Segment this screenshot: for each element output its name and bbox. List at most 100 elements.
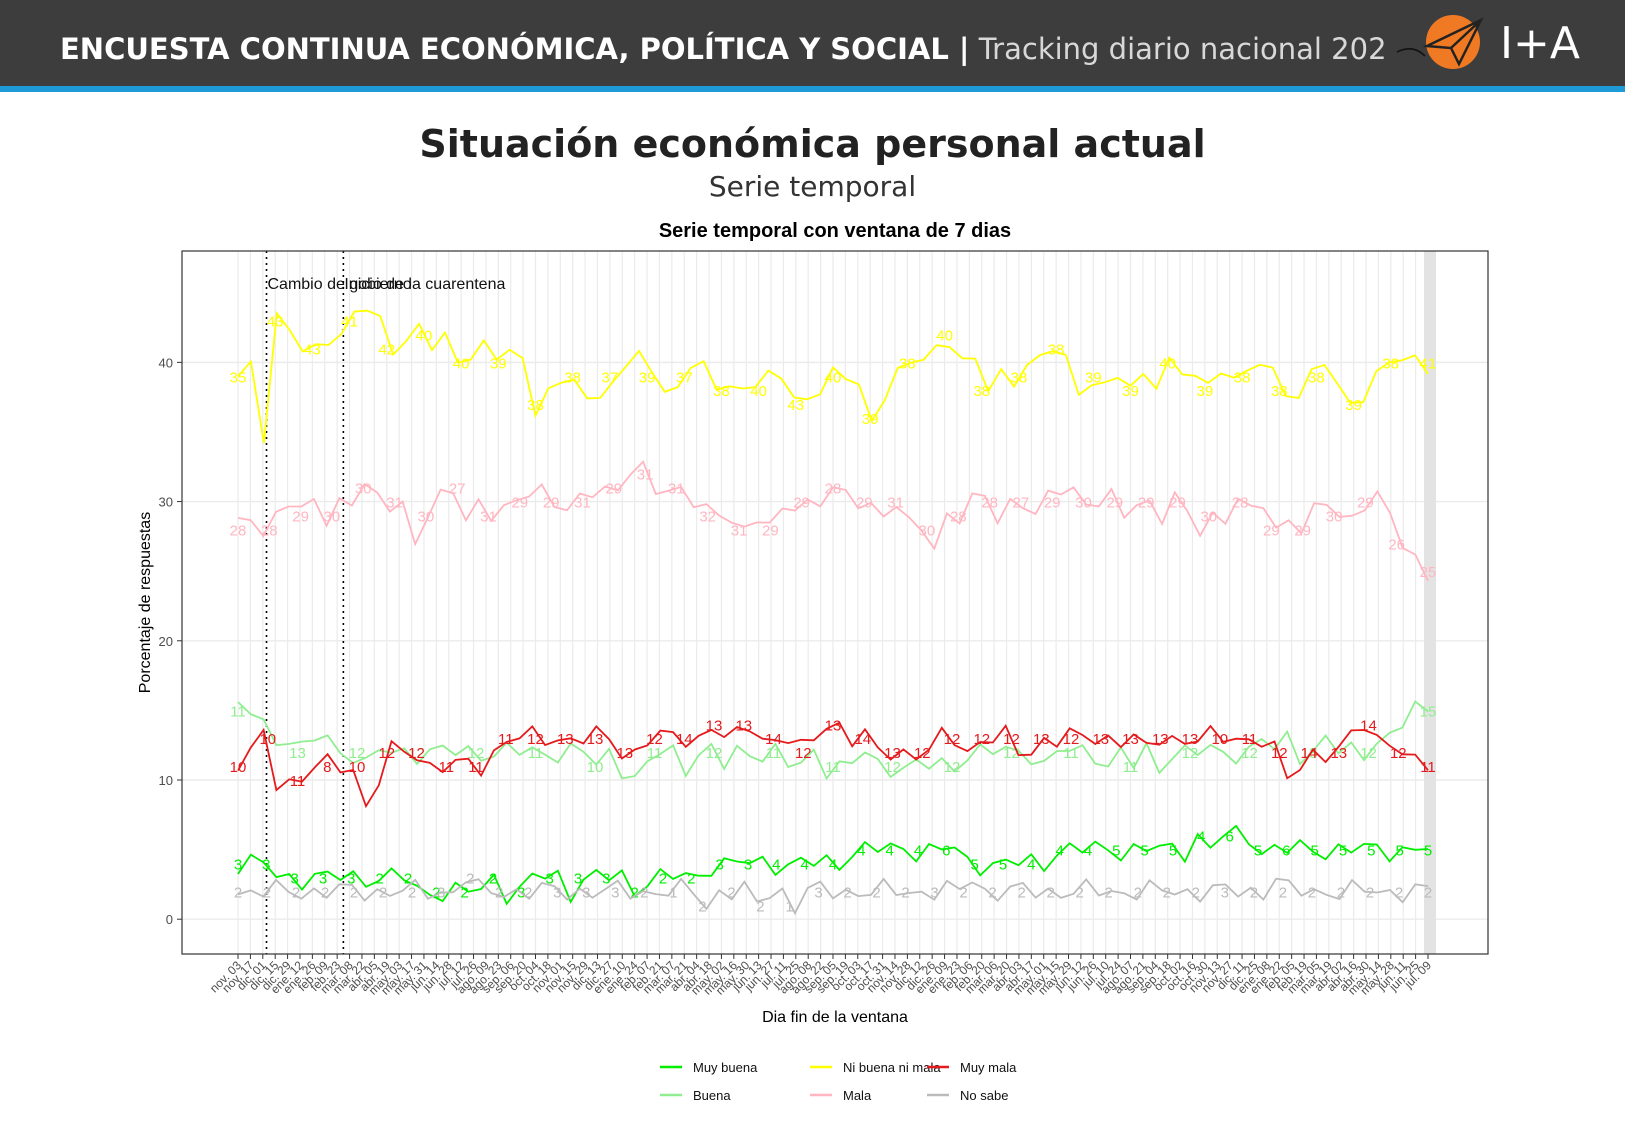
data-label: 37 [602,369,619,386]
data-label: 38 [1271,383,1288,400]
data-label: 2 [461,884,469,901]
y-tick-label: 30 [159,495,173,510]
data-label: 5 [999,857,1007,874]
data-label: 10 [259,731,276,748]
data-label: 2 [1134,884,1142,901]
data-label: 13 [706,717,723,734]
data-label: 2 [1308,884,1316,901]
paper-plane-icon [1422,17,1484,67]
data-label: 10 [349,759,366,776]
data-label: 2 [1250,884,1258,901]
event-annotation: Cambio de gobierno [268,276,412,293]
data-label: 12 [1360,745,1377,762]
data-label: 13 [884,745,901,762]
data-label: 11 [1242,731,1258,748]
data-label: 12 [1271,745,1288,762]
data-label: 2 [404,870,412,887]
data-label: 12 [378,745,395,762]
data-label: 2 [872,884,880,901]
header-title-bold: ENCUESTA CONTINUA ECONÓMICA, POLÍTICA Y … [60,32,970,66]
data-label: 11 [1420,759,1436,776]
data-label: 15 [1420,703,1437,720]
data-label: 40 [936,328,953,345]
data-label: 2 [1395,884,1403,901]
data-label: 14 [765,731,782,748]
data-label: 2 [687,870,695,887]
data-label: 11 [468,759,484,776]
series-line [237,700,1429,781]
data-label: 43 [267,314,284,331]
data-label: 30 [919,522,936,539]
data-label: 11 [1123,759,1139,776]
data-label: 6 [1226,829,1234,846]
data-label: 31 [887,495,904,512]
data-label: 1 [785,898,793,915]
data-label: 2 [727,884,735,901]
data-label: 12 [1182,745,1199,762]
data-label: 2 [756,898,764,915]
data-label: 2 [350,884,358,901]
data-label: 39 [1197,383,1214,400]
data-label: 13 [557,731,574,748]
data-label: 39 [1085,369,1102,386]
data-label: 13 [1033,731,1050,748]
logo-sun-icon [1426,15,1480,69]
legend-label: Mala [843,1088,872,1103]
data-label: 32 [699,509,716,526]
data-label: 37 [676,369,693,386]
data-label: 4 [914,843,922,860]
data-label: 11 [825,759,841,776]
data-label: 11 [290,773,306,790]
data-label: 14 [1360,717,1377,734]
data-label: 2 [408,884,416,901]
data-label: 4 [772,857,780,874]
data-label: 38 [1382,355,1399,372]
data-label: 2 [432,884,440,901]
data-label: 10 [230,759,247,776]
data-label: 13 [616,745,633,762]
data-label: 2 [1076,884,1084,901]
data-label: 5 [1424,843,1432,860]
data-label: 13 [1182,731,1199,748]
page-subtitle: Serie temporal [708,170,917,203]
data-label: 13 [1092,731,1109,748]
data-label: 10 [587,759,604,776]
data-label: 38 [1308,369,1325,386]
data-label: 5 [1112,843,1120,860]
data-label: 38 [564,369,581,386]
data-label: 14 [676,731,693,748]
header-title-light: Tracking diario nacional 202 [969,32,1387,66]
data-label: 11 [230,703,246,720]
data-label: 29 [1263,522,1280,539]
data-label: 28 [825,481,842,498]
data-label: 30 [1075,495,1092,512]
data-label: 2 [959,884,967,901]
data-label: 39 [1122,383,1139,400]
data-label: 38 [1011,369,1028,386]
data-label: 28 [1232,495,1249,512]
data-label: 12 [468,745,485,762]
data-label: 14 [854,731,871,748]
y-tick-label: 0 [166,912,173,927]
data-label: 4 [829,857,837,874]
data-label: 27 [449,481,466,498]
data-label: 5 [1311,843,1319,860]
data-label: 25 [1420,564,1437,581]
data-label: 28 [261,522,278,539]
data-label: 40 [453,355,470,372]
data-label: 12 [706,745,723,762]
shaded-band [1424,251,1436,954]
data-label: 1 [669,884,677,901]
data-label: 5 [1396,843,1404,860]
data-label: 11 [528,745,544,762]
data-label: 31 [731,522,748,539]
data-label: 38 [1048,341,1065,358]
data-label: 2 [640,884,648,901]
data-label: 6 [1282,843,1290,860]
event-annotation: Inicio de la cuarentena [344,276,505,293]
data-label: 31 [668,481,685,498]
data-label: 29 [1044,495,1061,512]
data-label: 12 [349,745,366,762]
data-label: 30 [324,509,341,526]
data-label: 29 [856,495,873,512]
